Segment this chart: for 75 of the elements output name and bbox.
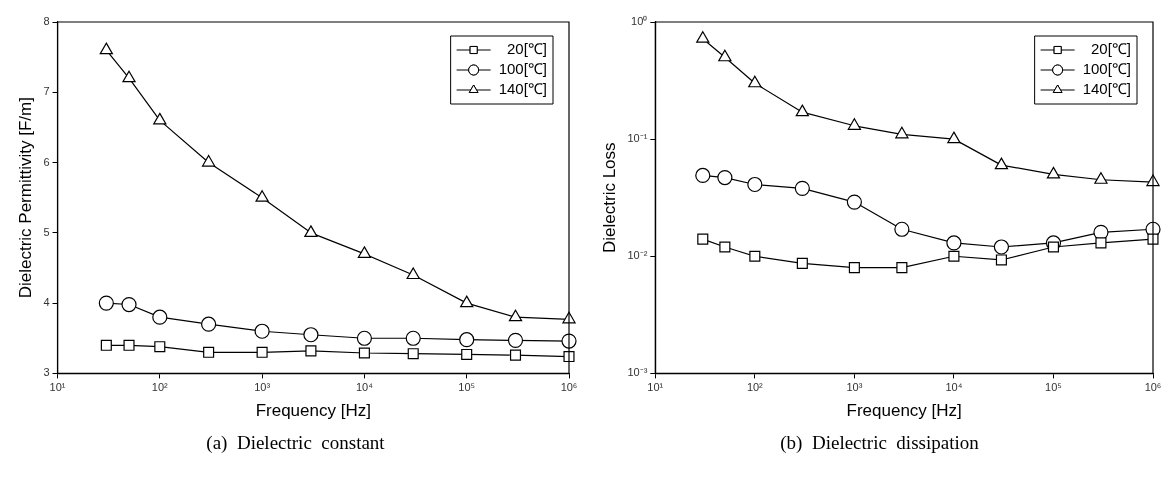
y-tick-label: 10⁻¹ [627,132,648,145]
point [993,239,1010,255]
point [995,254,1007,266]
text: (a) Dielectric constant [206,432,385,454]
point [1094,172,1108,184]
point [846,194,862,210]
point [749,250,761,262]
x-tick-label: 10⁵ [1045,381,1062,394]
point [748,75,762,88]
y-tick-label: 8 [43,15,50,28]
legend-label: 140[℃] [498,80,547,98]
point [152,309,168,325]
x-tick-label: 10³ [254,381,271,394]
point [994,157,1009,170]
point [895,126,909,139]
point [747,176,763,193]
point [256,346,268,358]
point [507,332,524,348]
point [1147,233,1159,245]
text: (b) Dielectric dissipation [780,432,979,454]
y-tick-label: 6 [43,155,50,168]
y-tick-label: 10⁻³ [627,366,648,379]
x-tick-label: 10⁴ [945,381,963,394]
point [405,330,421,346]
y-tick-label: 3 [43,366,50,379]
point [406,267,420,280]
point [1095,237,1107,249]
point [356,330,373,346]
point [1046,166,1061,179]
point [357,246,372,259]
y-tick-label: 7 [43,85,50,98]
legend-label: 100[℃] [1082,60,1131,78]
point [305,345,317,357]
point [894,221,910,237]
y-tick-label: 5 [43,225,50,238]
legend-label: 20[℃] [1090,40,1131,58]
point [509,349,522,361]
point [254,323,270,339]
x-tick-label: 10⁴ [355,381,374,394]
point [508,309,523,322]
y-tick-label: 10⁰ [631,15,648,28]
point [358,347,370,359]
point [946,235,962,251]
x-tick-label: 10⁶ [1144,381,1162,394]
point [154,341,166,353]
legend-label: 140[℃] [1082,80,1131,98]
point [848,262,860,274]
point [153,112,167,125]
y-tick-label: 4 [43,296,50,309]
point [947,131,961,144]
point [1047,241,1060,253]
x-tick-label: 10² [746,381,764,394]
y-tick-label: 10⁻² [627,249,648,262]
x-tick-label: 10³ [846,381,863,394]
x-tick-label: 10⁵ [458,381,476,394]
x-axis-title: Frequency [Hz] [255,401,371,421]
x-tick-label: 10¹ [49,381,66,394]
x-tick-label: 10² [151,381,169,394]
point [304,225,318,237]
point [303,327,319,343]
y-axis-title: Dielectric Permittivity [F/m] [15,97,35,299]
x-tick-label: 10⁶ [560,381,578,394]
legend-label: 20[℃] [506,40,547,58]
point [407,348,419,360]
point [896,262,908,274]
point [203,346,215,358]
x-axis-title: Frequency [Hz] [846,401,962,421]
point [847,118,862,130]
legend-label: 100[℃] [498,60,547,78]
point [948,250,960,262]
point [201,154,216,167]
y-axis-title: Dielectric Loss [599,142,619,253]
x-tick-label: 10¹ [647,381,664,394]
point [255,190,269,202]
point [201,316,217,332]
